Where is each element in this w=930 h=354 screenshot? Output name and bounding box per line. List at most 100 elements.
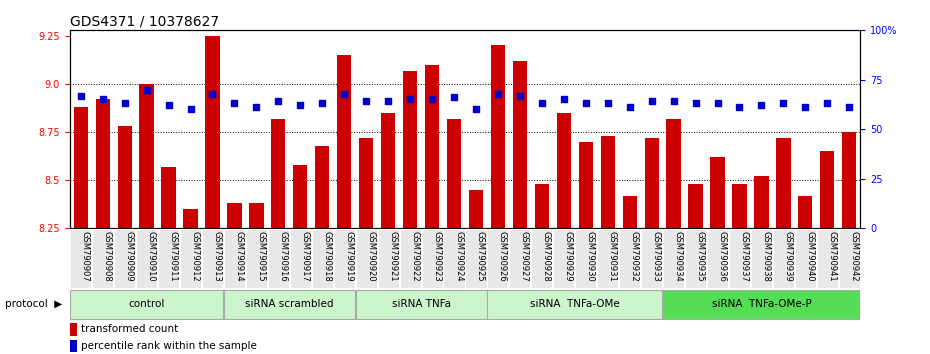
FancyBboxPatch shape: [136, 229, 157, 288]
FancyBboxPatch shape: [751, 229, 772, 288]
FancyBboxPatch shape: [641, 229, 662, 288]
Point: [117, 101, 132, 106]
Bar: [491, 45, 505, 228]
Bar: [272, 119, 286, 228]
Text: GSM790907: GSM790907: [81, 231, 89, 281]
Point: [380, 99, 395, 104]
Text: protocol  ▶: protocol ▶: [5, 299, 62, 309]
Text: GSM790937: GSM790937: [739, 231, 749, 282]
FancyBboxPatch shape: [246, 229, 267, 288]
Point: [688, 101, 703, 106]
FancyBboxPatch shape: [531, 229, 552, 288]
Bar: [70, 323, 77, 336]
FancyBboxPatch shape: [224, 290, 354, 319]
Text: GSM790920: GSM790920: [366, 231, 375, 281]
Point: [183, 107, 198, 112]
Point: [227, 101, 242, 106]
Text: GSM790912: GSM790912: [191, 231, 200, 281]
FancyBboxPatch shape: [355, 290, 486, 319]
FancyBboxPatch shape: [421, 229, 443, 288]
Bar: [535, 184, 549, 228]
FancyBboxPatch shape: [817, 229, 838, 288]
Text: GSM790936: GSM790936: [718, 231, 726, 282]
Bar: [70, 339, 77, 352]
Text: GSM790910: GSM790910: [147, 231, 155, 281]
Text: GSM790930: GSM790930: [586, 231, 595, 281]
FancyBboxPatch shape: [92, 229, 113, 288]
Text: GSM790926: GSM790926: [498, 231, 507, 281]
Bar: [73, 107, 87, 228]
FancyBboxPatch shape: [795, 229, 816, 288]
Text: GSM790939: GSM790939: [783, 231, 792, 281]
FancyBboxPatch shape: [663, 229, 684, 288]
FancyBboxPatch shape: [773, 229, 794, 288]
Point: [711, 101, 725, 106]
Bar: [667, 119, 681, 228]
Text: GSM790908: GSM790908: [102, 231, 112, 281]
FancyBboxPatch shape: [553, 229, 575, 288]
Text: transformed count: transformed count: [82, 324, 179, 334]
Point: [622, 104, 637, 110]
Bar: [227, 203, 242, 228]
Text: GSM790932: GSM790932: [630, 231, 639, 281]
FancyBboxPatch shape: [290, 229, 311, 288]
FancyBboxPatch shape: [70, 229, 91, 288]
Bar: [315, 145, 329, 228]
Point: [249, 104, 264, 110]
Bar: [359, 138, 373, 228]
Bar: [140, 84, 153, 228]
Bar: [820, 152, 834, 228]
Text: GSM790941: GSM790941: [828, 231, 836, 281]
Text: GSM790931: GSM790931: [607, 231, 617, 281]
FancyBboxPatch shape: [685, 229, 706, 288]
Point: [535, 101, 550, 106]
Text: GSM790942: GSM790942: [849, 231, 858, 281]
Text: GSM790934: GSM790934: [673, 231, 683, 281]
Text: GSM790918: GSM790918: [323, 231, 331, 281]
FancyBboxPatch shape: [158, 229, 179, 288]
Bar: [798, 196, 813, 228]
Text: GSM790925: GSM790925: [476, 231, 485, 281]
Text: percentile rank within the sample: percentile rank within the sample: [82, 341, 258, 351]
Point: [469, 107, 484, 112]
Point: [293, 103, 308, 108]
Point: [271, 99, 286, 104]
FancyBboxPatch shape: [597, 229, 618, 288]
FancyBboxPatch shape: [465, 229, 486, 288]
FancyBboxPatch shape: [180, 229, 201, 288]
Bar: [732, 184, 747, 228]
Point: [556, 97, 571, 102]
Bar: [206, 36, 219, 228]
Text: GSM790940: GSM790940: [805, 231, 815, 281]
Text: GSM790913: GSM790913: [212, 231, 221, 281]
Text: GSM790915: GSM790915: [257, 231, 265, 281]
FancyBboxPatch shape: [355, 229, 377, 288]
Bar: [183, 209, 198, 228]
FancyBboxPatch shape: [224, 229, 245, 288]
Text: GSM790909: GSM790909: [125, 231, 134, 281]
Bar: [711, 157, 724, 228]
Point: [842, 104, 857, 110]
Point: [425, 97, 440, 102]
Text: siRNA  TNFa-OMe-P: siRNA TNFa-OMe-P: [711, 299, 811, 309]
Bar: [557, 113, 571, 228]
Point: [140, 87, 154, 92]
FancyBboxPatch shape: [114, 229, 135, 288]
Point: [754, 103, 769, 108]
Bar: [337, 55, 352, 228]
Text: GSM790914: GSM790914: [234, 231, 244, 281]
Text: GSM790916: GSM790916: [278, 231, 287, 281]
FancyBboxPatch shape: [378, 229, 399, 288]
Text: GSM790919: GSM790919: [344, 231, 353, 281]
FancyBboxPatch shape: [400, 229, 420, 288]
Bar: [622, 196, 637, 228]
FancyBboxPatch shape: [729, 229, 750, 288]
FancyBboxPatch shape: [510, 229, 530, 288]
Bar: [578, 142, 593, 228]
Point: [161, 103, 176, 108]
Point: [644, 99, 659, 104]
FancyBboxPatch shape: [576, 229, 596, 288]
Bar: [447, 119, 461, 228]
Text: GSM790928: GSM790928: [542, 231, 551, 281]
Bar: [777, 138, 790, 228]
